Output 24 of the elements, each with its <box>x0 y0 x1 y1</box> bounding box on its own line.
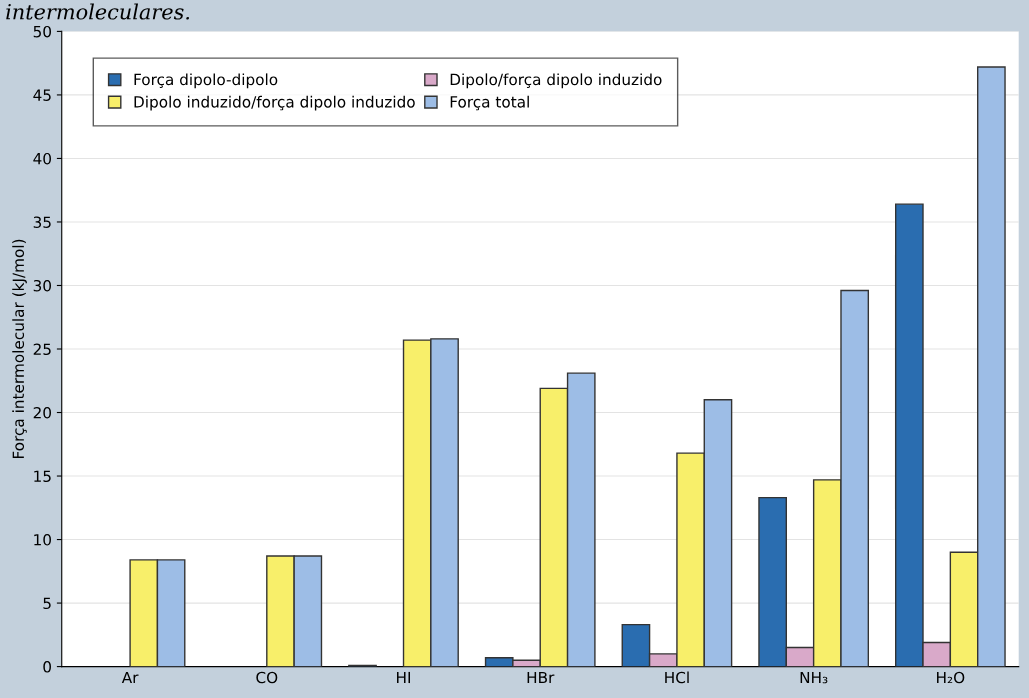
y-tick-label: 50 <box>33 25 51 38</box>
y-tick-label: 10 <box>34 534 51 546</box>
y-tick-label: 0 <box>43 661 51 673</box>
legend-label: Dipolo induzido/força dipolo induzido <box>134 95 415 111</box>
x-tick-label: HI <box>397 671 411 684</box>
legend-label: Força total <box>450 95 529 111</box>
y-tick-label: 5 <box>43 597 51 610</box>
legend-label: Força dipolo-dipolo <box>134 73 278 89</box>
y-tick-label: 35 <box>33 216 51 228</box>
y-axis-title: Força intermolecular (kJ/mol) <box>12 239 27 459</box>
x-tick-label: CO <box>256 671 278 684</box>
x-tick-label: HBr <box>527 671 555 684</box>
y-tick-label: 25 <box>33 343 51 356</box>
x-tick-label: Ar <box>121 671 139 684</box>
x-tick-label: NH₃ <box>800 671 828 684</box>
legend-label: Dipolo/força dipolo induzido <box>450 73 662 89</box>
x-tick-label: H₂O <box>937 671 965 684</box>
text: intermoleculares. <box>6 3 190 20</box>
y-tick-label: 40 <box>33 152 51 165</box>
x-tick-label: HCl <box>665 671 689 684</box>
y-tick-label: 15 <box>34 470 51 483</box>
y-tick-label: 30 <box>33 279 51 292</box>
y-tick-label: 45 <box>33 89 51 101</box>
y-tick-label: 20 <box>33 406 51 419</box>
